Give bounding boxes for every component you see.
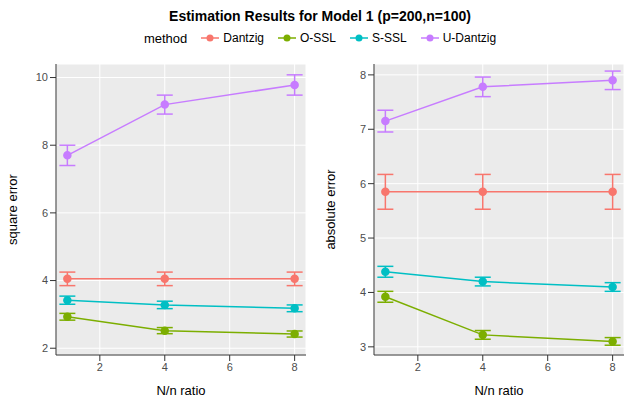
html-text:method: method bbox=[143, 30, 188, 46]
svg-text:2: 2 bbox=[415, 361, 421, 373]
svg-text:4: 4 bbox=[162, 361, 168, 373]
svg-text:7: 7 bbox=[360, 123, 366, 135]
svg-text:8: 8 bbox=[292, 361, 298, 373]
svg-text:4: 4 bbox=[360, 286, 366, 298]
svg-text:6: 6 bbox=[360, 178, 366, 190]
svg-text:absolute error: absolute error bbox=[323, 169, 338, 250]
svg-text:N/n ratio: N/n ratio bbox=[474, 383, 523, 398]
svg-text:6: 6 bbox=[545, 361, 551, 373]
svg-text:6: 6 bbox=[227, 361, 233, 373]
svg-text:6: 6 bbox=[42, 207, 48, 219]
html-text:S-SSL: S-SSL bbox=[372, 31, 407, 45]
svg-text:2: 2 bbox=[42, 342, 48, 354]
html-text:O-SSL: O-SSL bbox=[300, 31, 336, 45]
svg-text:4: 4 bbox=[42, 274, 48, 286]
svg-text:8: 8 bbox=[42, 139, 48, 151]
svg-text:4: 4 bbox=[480, 361, 486, 373]
html-text:U-Dantzig: U-Dantzig bbox=[442, 31, 497, 45]
svg-text:8: 8 bbox=[610, 361, 616, 373]
svg-text:square error: square error bbox=[8, 173, 20, 244]
svg-text:10: 10 bbox=[36, 71, 48, 83]
html-text:Estimation Results for Model 1: Estimation Results for Model 1 (p=200,n=… bbox=[169, 8, 471, 24]
svg-text:3: 3 bbox=[360, 341, 366, 353]
svg-text:8: 8 bbox=[360, 69, 366, 81]
svg-text:N/n ratio: N/n ratio bbox=[156, 383, 205, 398]
svg-text:2: 2 bbox=[97, 361, 103, 373]
svg-text:5: 5 bbox=[360, 232, 366, 244]
html-text:Dantzig: Dantzig bbox=[223, 31, 264, 45]
